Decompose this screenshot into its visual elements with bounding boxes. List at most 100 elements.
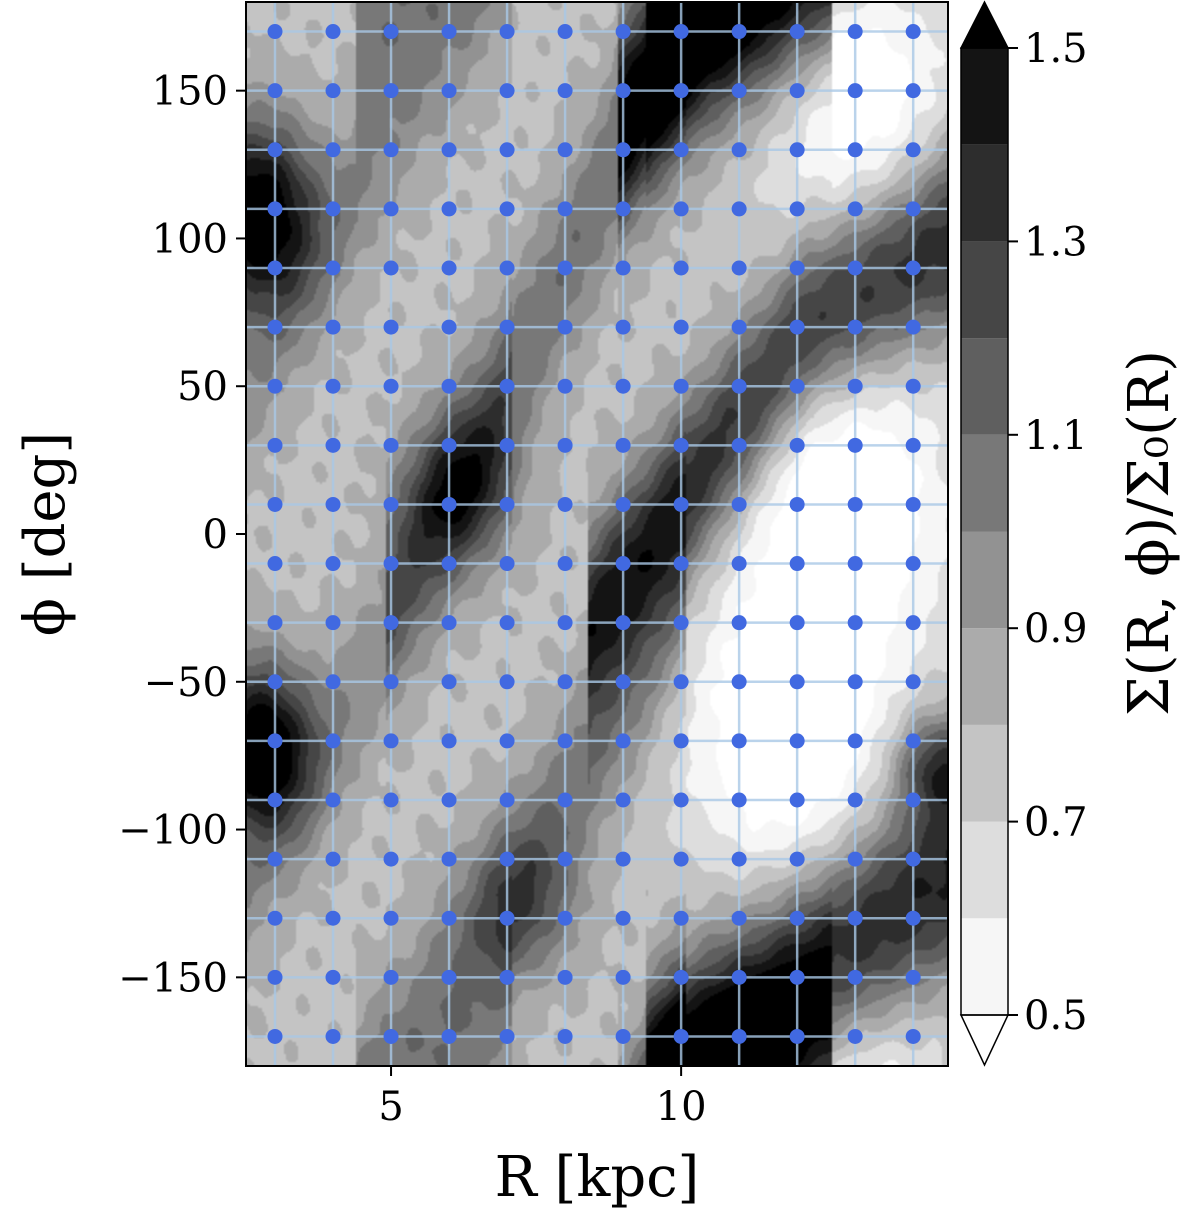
sample-point: [615, 556, 631, 572]
sample-point: [383, 1028, 399, 1044]
sample-point: [905, 437, 921, 453]
sample-point: [557, 24, 573, 40]
sample-point: [615, 969, 631, 985]
sample-point: [847, 142, 863, 158]
sample-point: [557, 319, 573, 335]
sample-point: [499, 378, 515, 394]
colorbar-tick-label: 1.5: [1024, 26, 1088, 72]
sample-point: [383, 496, 399, 512]
sample-point: [557, 496, 573, 512]
sample-point: [325, 83, 341, 99]
sample-point: [847, 969, 863, 985]
sample-point: [383, 260, 399, 276]
sample-point: [789, 142, 805, 158]
sample-point: [905, 24, 921, 40]
sample-point: [557, 792, 573, 808]
sample-point: [615, 437, 631, 453]
sample-point: [557, 556, 573, 572]
sample-point: [731, 1028, 747, 1044]
colorbar-band: [961, 434, 1008, 532]
sample-point: [499, 1028, 515, 1044]
sample-point: [789, 851, 805, 867]
sample-point: [267, 851, 283, 867]
sample-point: [325, 496, 341, 512]
sample-point: [731, 437, 747, 453]
sample-point: [789, 319, 805, 335]
sample-point: [441, 969, 457, 985]
sample-point: [847, 674, 863, 690]
sample-point: [441, 1028, 457, 1044]
sample-point: [267, 260, 283, 276]
sample-point: [789, 615, 805, 631]
colorbar-band: [961, 531, 1008, 629]
sample-point: [499, 733, 515, 749]
sample-point: [557, 1028, 573, 1044]
sample-point: [905, 615, 921, 631]
sample-point: [267, 437, 283, 453]
sample-point: [441, 142, 457, 158]
sample-point: [905, 851, 921, 867]
sample-point: [615, 910, 631, 926]
colorbar-extend-max: [959, 0, 1010, 49]
sample-point: [615, 142, 631, 158]
y-axis-title: ϕ [deg]: [13, 432, 78, 637]
sample-point: [383, 615, 399, 631]
sample-point: [731, 851, 747, 867]
sample-point: [557, 615, 573, 631]
colorbar-ticks: 1.5 1.3 1.1 0.9 0.7 0.5: [1008, 26, 1088, 1039]
sample-point: [499, 142, 515, 158]
sample-point: [789, 260, 805, 276]
sample-point: [905, 969, 921, 985]
sample-point: [267, 319, 283, 335]
sample-point: [673, 851, 689, 867]
sample-point: [905, 378, 921, 394]
sample-point: [557, 378, 573, 394]
colorbar: [959, 0, 1010, 1067]
sample-point: [325, 142, 341, 158]
sample-point: [847, 910, 863, 926]
sample-point: [789, 969, 805, 985]
sample-point: [499, 910, 515, 926]
sample-point: [499, 496, 515, 512]
sample-point: [267, 1028, 283, 1044]
sample-point: [731, 969, 747, 985]
sample-point: [557, 910, 573, 926]
sample-point: [847, 201, 863, 217]
sample-point: [673, 969, 689, 985]
sample-point: [499, 674, 515, 690]
sample-point: [905, 1028, 921, 1044]
sample-point: [267, 24, 283, 40]
sample-point: [325, 319, 341, 335]
sample-point: [905, 733, 921, 749]
sample-point: [905, 496, 921, 512]
sample-point: [673, 260, 689, 276]
sample-point: [441, 201, 457, 217]
sample-grid-points: [267, 24, 921, 1044]
sample-point: [673, 319, 689, 335]
sample-point: [615, 615, 631, 631]
sample-point: [325, 969, 341, 985]
sample-point: [325, 792, 341, 808]
sample-point: [383, 142, 399, 158]
colorbar-band: [961, 338, 1008, 435]
sample-point: [441, 851, 457, 867]
sample-point: [847, 556, 863, 572]
sample-point: [441, 792, 457, 808]
x-axis-title: R [kpc]: [495, 1145, 700, 1210]
sample-point: [789, 674, 805, 690]
sample-point: [383, 556, 399, 572]
y-tick-label: 0: [203, 512, 228, 558]
sample-point: [731, 378, 747, 394]
sample-point: [905, 556, 921, 572]
sample-point: [615, 260, 631, 276]
sample-point: [673, 83, 689, 99]
sample-point: [615, 201, 631, 217]
sample-point: [789, 733, 805, 749]
sample-point: [789, 201, 805, 217]
sample-point: [905, 910, 921, 926]
sample-point: [847, 496, 863, 512]
sample-point: [267, 83, 283, 99]
sample-point: [557, 83, 573, 99]
sample-point: [731, 674, 747, 690]
